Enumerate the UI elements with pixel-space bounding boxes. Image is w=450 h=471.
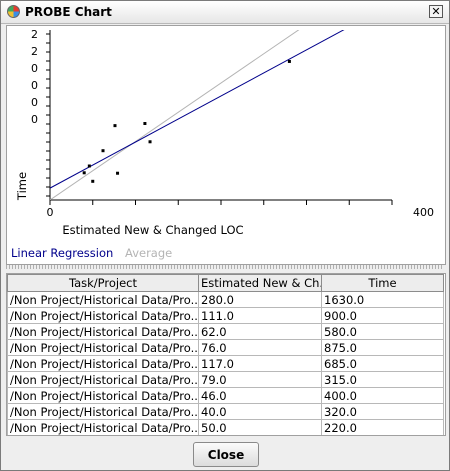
time-cell: 220.0 [321,419,444,435]
x-tick-label: 0 [47,206,54,219]
data-point [113,124,117,128]
app-icon [7,5,20,18]
y-tick-label: 0 [31,62,38,75]
y-tick-label: 0 [31,113,38,126]
table-row[interactable]: /Non Project/Historical Data/Pro... 46.0 4… [7,387,444,404]
task-project-cell: /Non Project/Historical Data/Pro... [7,307,199,324]
table-row[interactable]: /Non Project/Historical Data/Pro... 111.0… [7,307,444,324]
data-point [87,164,91,168]
legend-linear-regression[interactable]: Linear Regression [11,246,113,260]
time-cell: 685.0 [321,355,444,372]
legend-average[interactable]: Average [125,246,172,260]
table-row[interactable]: /Non Project/Historical Data/Pro... 76.0 8… [7,339,444,356]
data-point [143,122,147,125]
window-title: PROBE Chart [25,5,112,19]
time-cell: 900.0 [321,307,444,324]
task-project-cell: /Non Project/Historical Data/Pro... [7,371,199,388]
data-point [82,171,86,175]
column-header-time[interactable]: Time [321,274,444,292]
task-project-cell: /Non Project/Historical Data/Pro... [7,387,199,404]
x-tick-label: 400 [413,206,434,219]
column-header-estimated-loc[interactable]: Estimated New & Ch... [198,274,322,292]
task-project-cell: /Non Project/Historical Data/Pro... [7,355,199,372]
data-point [101,149,105,153]
time-cell: 1630.0 [321,291,444,308]
estimated-loc-cell: 280.0 [198,291,322,308]
estimated-loc-cell: 76.0 [198,339,322,356]
data-point [91,179,95,183]
table-row[interactable]: /Non Project/Historical Data/Pro... 62.0 5… [7,323,444,340]
table-row[interactable]: /Non Project/Historical Data/Pro... 50.0 2… [7,419,444,435]
time-cell: 580.0 [321,323,444,340]
split-pane-divider[interactable] [6,265,444,269]
x-axis-label: Estimated New & Changed LOC [62,223,243,237]
table-row[interactable]: /Non Project/Historical Data/Pro... 40.0 3… [7,403,444,420]
task-project-cell: /Non Project/Historical Data/Pro... [7,291,199,308]
y-tick-label: 0 [31,96,38,109]
time-cell: 315.0 [321,371,444,388]
data-table-panel: Task/Project Estimated New & Ch... Time … [6,273,446,436]
data-point [148,140,152,144]
table-row[interactable]: /Non Project/Historical Data/Pro... 117.0… [7,355,444,372]
table-header-row: Task/Project Estimated New & Ch... Time [7,274,444,292]
task-project-cell: /Non Project/Historical Data/Pro... [7,339,199,356]
chart-panel: 2 2 0 0 0 0 0 400 Time Estimated New & Changed LO… [6,25,446,265]
task-project-cell: /Non Project/Historical Data/Pro... [7,403,199,420]
time-cell: 400.0 [321,387,444,404]
estimated-loc-cell: 46.0 [198,387,322,404]
estimated-loc-cell: 62.0 [198,323,322,340]
y-tick-label: 2 [31,45,38,58]
estimated-loc-cell: 111.0 [198,307,322,324]
probe-scatter-chart: 2 2 0 0 0 0 0 400 Time Estimated New & Changed LO… [11,28,434,260]
estimated-loc-cell: 79.0 [198,371,322,388]
data-table: Task/Project Estimated New & Ch... Time … [7,274,444,435]
close-window-icon[interactable]: ✕ [429,5,443,18]
table-row[interactable]: /Non Project/Historical Data/Pro... 280.0… [7,291,444,308]
estimated-loc-cell: 40.0 [198,403,322,420]
estimated-loc-cell: 117.0 [198,355,322,372]
task-project-cell: /Non Project/Historical Data/Pro... [7,419,199,435]
data-point [287,59,291,63]
task-project-cell: /Non Project/Historical Data/Pro... [7,323,199,340]
close-button[interactable]: Close [193,442,259,467]
average-line [50,30,300,200]
time-cell: 320.0 [321,403,444,420]
y-axis-label: Time [15,172,29,201]
column-header-task-project[interactable]: Task/Project [7,274,199,292]
estimated-loc-cell: 50.0 [198,419,322,435]
regression-line [50,30,345,189]
y-tick-label: 0 [31,79,38,92]
title-bar[interactable]: PROBE Chart ✕ [1,1,449,24]
y-tick-label: 2 [31,28,38,41]
table-row[interactable]: /Non Project/Historical Data/Pro... 79.0 3… [7,371,444,388]
data-point [116,171,120,175]
time-cell: 875.0 [321,339,444,356]
